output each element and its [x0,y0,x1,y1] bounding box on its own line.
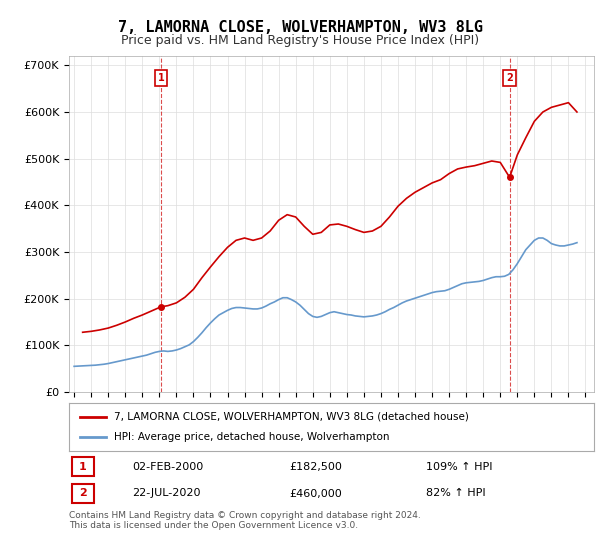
Text: Price paid vs. HM Land Registry's House Price Index (HPI): Price paid vs. HM Land Registry's House … [121,34,479,46]
Text: 02-FEB-2000: 02-FEB-2000 [132,462,203,472]
Text: £460,000: £460,000 [290,488,342,498]
Text: 7, LAMORNA CLOSE, WOLVERHAMPTON, WV3 8LG (detached house): 7, LAMORNA CLOSE, WOLVERHAMPTON, WV3 8LG… [113,412,469,422]
Text: 109% ↑ HPI: 109% ↑ HPI [426,462,493,472]
Text: 2: 2 [506,73,513,83]
FancyBboxPatch shape [71,458,94,477]
Text: 7, LAMORNA CLOSE, WOLVERHAMPTON, WV3 8LG: 7, LAMORNA CLOSE, WOLVERHAMPTON, WV3 8LG [118,20,482,35]
Text: 1: 1 [79,462,86,472]
Text: Contains HM Land Registry data © Crown copyright and database right 2024.
This d: Contains HM Land Registry data © Crown c… [69,511,421,530]
Text: 2: 2 [79,488,86,498]
Text: 22-JUL-2020: 22-JUL-2020 [132,488,200,498]
Text: 1: 1 [157,73,164,83]
Text: £182,500: £182,500 [290,462,343,472]
FancyBboxPatch shape [71,484,94,503]
Text: HPI: Average price, detached house, Wolverhampton: HPI: Average price, detached house, Wolv… [113,432,389,442]
Text: 82% ↑ HPI: 82% ↑ HPI [426,488,485,498]
